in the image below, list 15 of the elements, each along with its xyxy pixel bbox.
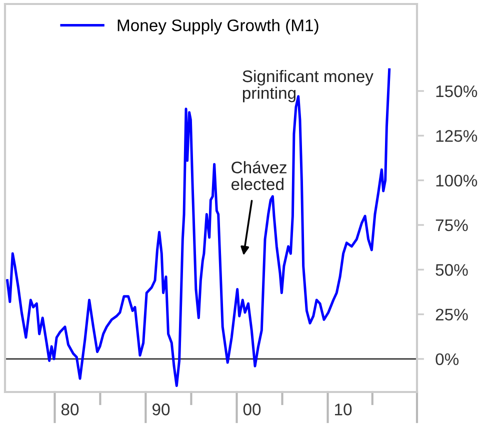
annotation: Chávez elected: [231, 160, 286, 190]
y-tick-label: 0%: [436, 353, 459, 366]
x-tick-label: 10: [335, 404, 352, 416]
y-tick-label: 150%: [436, 85, 478, 98]
y-tick-label: 25%: [436, 308, 468, 320]
x-tick-label: 00: [243, 404, 261, 416]
y-tick-label: 50%: [436, 264, 468, 276]
legend-label: Money Supply Growth (M1): [118, 19, 318, 35]
y-tick-label: 125%: [436, 130, 478, 142]
x-tick-label: 90: [152, 404, 170, 416]
line-series: [6, 68, 391, 387]
annotation: Significant money printing: [242, 70, 374, 102]
y-tick-label: 100%: [436, 174, 478, 187]
x-tick-label: 80: [61, 404, 79, 416]
y-tick-label: 75%: [436, 219, 468, 232]
